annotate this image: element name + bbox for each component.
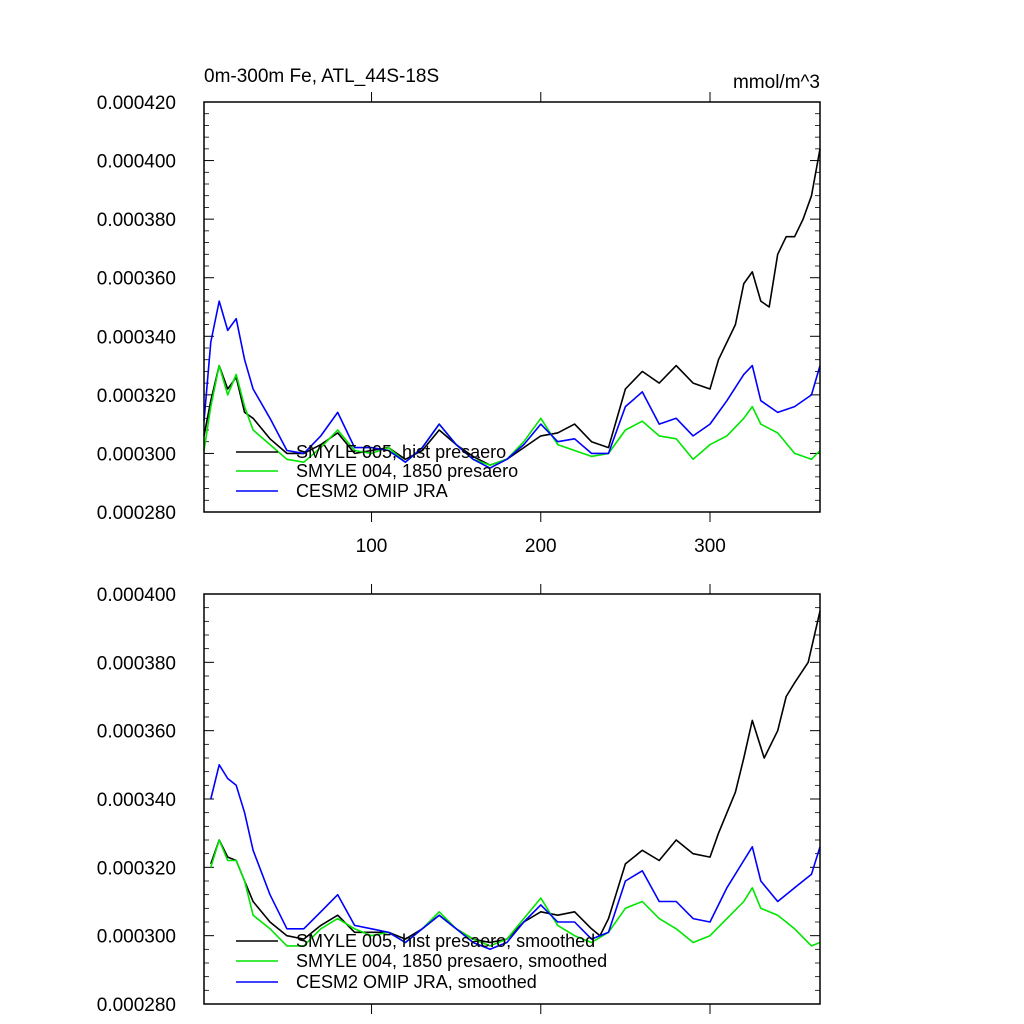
top-legend: SMYLE 005, hist presaero SMYLE 004, 1850… [236, 442, 518, 501]
series-line-2 [210, 764, 821, 951]
top-legend-label-2: CESM2 OMIP JRA [296, 481, 448, 501]
x-tick-label: 300 [694, 536, 726, 557]
top-title-right: mmol/m^3 [733, 72, 820, 93]
series-line-1 [210, 839, 821, 947]
bottom-legend: SMYLE 005, hist presaero, smoothed SMYLE… [236, 931, 607, 992]
x-tick-label: 200 [525, 536, 557, 557]
y-tick-label: 0.000300 [97, 927, 176, 948]
y-tick-label: 0.000400 [97, 585, 176, 606]
y-tick-label: 0.000340 [97, 790, 176, 811]
series-line-0 [203, 148, 821, 466]
bottom-legend-label-0: SMYLE 005, hist presaero, smoothed [296, 931, 595, 951]
y-tick-label: 0.000340 [97, 327, 176, 348]
top-plot-frame [203, 101, 821, 513]
bottom-series [210, 610, 821, 951]
bottom-plot-frame [203, 593, 821, 1005]
series-line-2 [203, 300, 821, 469]
series-line-1 [203, 364, 821, 466]
y-tick-label: 0.000380 [97, 653, 176, 674]
series-line-0 [210, 610, 821, 944]
top-series [203, 148, 821, 469]
bottom-ticks: 0.000280 0.000300 0.000320 0.000340 0.000360… [97, 584, 820, 1016]
y-tick-label: 0.000320 [97, 386, 176, 407]
top-legend-label-0: SMYLE 005, hist presaero [296, 442, 506, 462]
top-ticks: 0.000280 0.000300 0.000320 0.000340 0.000360… [97, 92, 820, 557]
y-tick-label: 0.000380 [97, 210, 176, 231]
y-tick-label: 0.000360 [97, 722, 176, 743]
top-panel: 0m-300m Fe, ATL_44S-18S mmol/m^3 0.00028… [97, 66, 821, 557]
y-tick-label: 0.000400 [97, 152, 176, 173]
bottom-legend-label-2: CESM2 OMIP JRA, smoothed [296, 972, 537, 992]
bottom-panel: 0.000280 0.000300 0.000320 0.000340 0.000360… [97, 584, 821, 1016]
top-title-left: 0m-300m Fe, ATL_44S-18S [204, 66, 439, 87]
y-tick-label: 0.000360 [97, 269, 176, 290]
x-tick-label: 100 [356, 536, 388, 557]
top-legend-label-1: SMYLE 004, 1850 presaero [296, 461, 518, 481]
y-tick-label: 0.000300 [97, 444, 176, 465]
y-tick-label: 0.000420 [97, 93, 176, 114]
y-tick-label: 0.000280 [97, 503, 176, 524]
y-tick-label: 0.000280 [97, 995, 176, 1016]
y-tick-label: 0.000320 [97, 858, 176, 879]
bottom-legend-label-1: SMYLE 004, 1850 presaero, smoothed [296, 951, 607, 971]
